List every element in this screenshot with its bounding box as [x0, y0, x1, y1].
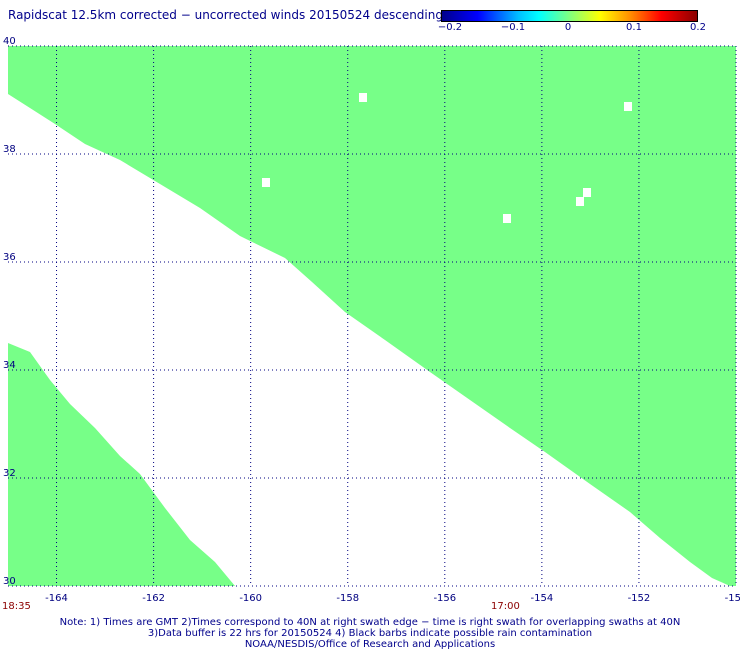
plot-title: Rapidscat 12.5km corrected − uncorrected…: [8, 8, 443, 22]
colorbar-tick: −0.1: [500, 22, 526, 33]
footnote-line-3: NOAA/NESDIS/Office of Research and Appli…: [244, 639, 496, 650]
missing-cell: [262, 178, 270, 187]
longitude-tick-label: -160: [239, 593, 262, 604]
time-label-right: 17:00: [491, 601, 520, 612]
footnote-line-1: Note: 1) Times are GMT 2)Times correspon…: [59, 617, 681, 628]
longitude-tick-label: -158: [336, 593, 359, 604]
swath-layer: [8, 46, 736, 586]
upper-swath: [8, 46, 736, 586]
missing-cell: [359, 93, 367, 102]
colorbar-tick: −0.2: [437, 22, 463, 33]
longitude-tick-label: -154: [531, 593, 554, 604]
missing-cell: [503, 214, 511, 223]
longitude-tick-label: -152: [628, 593, 651, 604]
missing-cell: [576, 197, 584, 206]
longitude-tick-label: -164: [45, 593, 68, 604]
longitude-tick-label: -162: [142, 593, 165, 604]
time-label-left: 18:35: [2, 601, 31, 612]
latitude-tick-label: 40: [3, 36, 16, 47]
tick-label-layer: -164 -162 -160 -158 -156 -154 -152 -150 40 38 36 34…: [3, 36, 740, 604]
latitude-tick-label: 30: [3, 576, 16, 587]
footnote-line-2: 3)Data buffer is 22 hrs for 20150524 4) …: [147, 628, 593, 639]
latitude-tick-label: 34: [3, 360, 16, 371]
latitude-tick-label: 32: [3, 468, 16, 479]
grid-layer: [8, 45, 737, 587]
colorbar-tick: 0.2: [690, 22, 706, 33]
colorbar-tick: 0.1: [626, 22, 642, 33]
missing-cell: [624, 102, 632, 111]
longitude-tick-label: -150: [725, 593, 740, 604]
colorbar: [441, 10, 698, 22]
lower-swath: [8, 343, 235, 586]
longitude-tick-label: -156: [433, 593, 456, 604]
latitude-tick-label: 38: [3, 144, 16, 155]
colorbar-tick: 0: [564, 22, 572, 33]
latitude-tick-label: 36: [3, 252, 16, 263]
missing-cell: [583, 188, 591, 197]
